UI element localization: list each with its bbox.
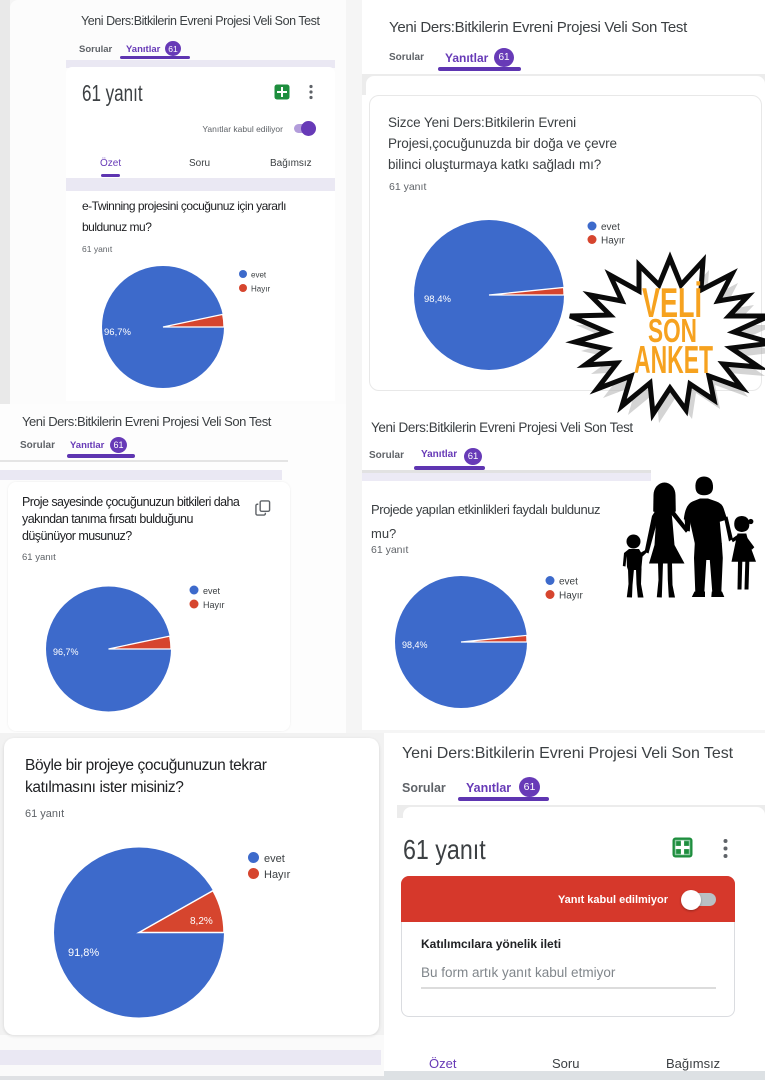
svg-text:SON: SON (648, 312, 697, 349)
svg-text:VELİ: VELİ (642, 280, 702, 326)
svg-text:ANKET: ANKET (634, 338, 713, 382)
